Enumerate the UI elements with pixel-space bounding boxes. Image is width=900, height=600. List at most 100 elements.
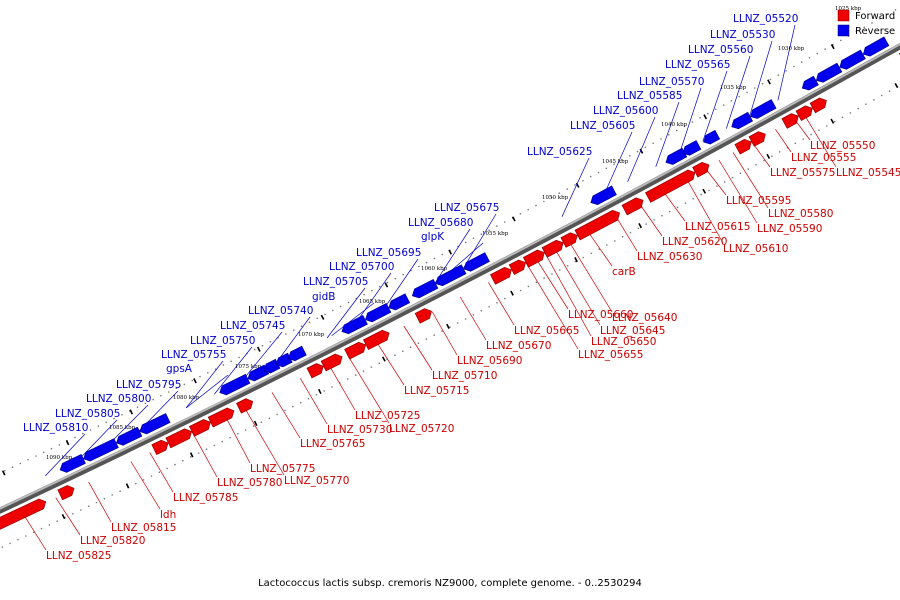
ring-dot [778, 151, 781, 153]
gene-label[interactable]: LLNZ_05780 [217, 477, 282, 489]
ring-dot [464, 318, 467, 320]
ring-dot [480, 233, 483, 235]
gene-label[interactable]: LLNZ_05660 [568, 309, 633, 321]
gene-label[interactable]: LLNZ_05730 [327, 424, 392, 436]
ring-dot [826, 125, 828, 127]
gene-label[interactable]: LLNZ_05625 [527, 146, 592, 158]
gene-label[interactable]: LLNZ_05570 [639, 76, 704, 88]
ring-dot [543, 277, 545, 279]
leader-line [459, 296, 487, 341]
reverse-gene [590, 185, 617, 206]
gene-label[interactable]: LLNZ_05775 [250, 463, 315, 475]
gene-label[interactable]: LLNZ_05800 [86, 393, 151, 405]
gene-label[interactable]: LLNZ_05700 [329, 261, 394, 273]
leader-line [431, 311, 458, 356]
gene-label[interactable]: LLNZ_05680 [408, 217, 473, 229]
gene-label[interactable]: LLNZ_05550 [810, 140, 875, 152]
gene-label[interactable]: LLNZ_05595 [726, 195, 791, 207]
gene-label[interactable]: LLNZ_05520 [733, 13, 798, 25]
ring-dot [269, 341, 272, 343]
ring-dot [566, 188, 569, 190]
gene-label[interactable]: LLNZ_05795 [116, 379, 181, 391]
leader-line [463, 213, 497, 269]
gene-label[interactable]: LLNZ_05615 [685, 221, 750, 233]
gene-label[interactable]: LLNZ_05645 [600, 325, 665, 337]
gene-label[interactable]: LLNZ_05605 [570, 120, 635, 132]
gene-label[interactable]: LLNZ_05670 [486, 340, 551, 352]
gene-label[interactable]: LLNZ_05545 [836, 167, 900, 179]
gene-label[interactable]: LLNZ_05530 [710, 29, 775, 41]
gene-label[interactable]: LLNZ_05805 [55, 408, 120, 420]
ring-dot [441, 330, 443, 332]
gene-label[interactable]: LLNZ_05715 [404, 385, 469, 397]
reverse-gene [703, 129, 721, 145]
gene-label[interactable]: LLNZ_05565 [665, 59, 730, 71]
gene-label[interactable]: LLNZ_05655 [578, 349, 643, 361]
ring-dot [417, 342, 420, 345]
gene-label[interactable]: LLNZ_05580 [768, 208, 833, 220]
gene-label[interactable]: LLNZ_05620 [662, 236, 727, 248]
gene-label[interactable]: glpK [421, 231, 445, 243]
ring-dot [418, 265, 420, 268]
gene-label[interactable]: LLNZ_05765 [300, 438, 365, 450]
gene-label[interactable]: ldh [160, 509, 176, 521]
ring-dot [582, 256, 585, 259]
ring-dot [441, 253, 444, 256]
ring-dot [675, 129, 678, 132]
tick-mark [384, 282, 389, 288]
ring-dot [58, 444, 61, 446]
gene-label[interactable]: LLNZ_05585 [617, 90, 682, 102]
gene-label[interactable]: LLNZ_05600 [593, 105, 658, 117]
gene-label[interactable]: LLNZ_05770 [284, 475, 349, 487]
ring-dot [394, 277, 397, 280]
gene-label[interactable]: gpsA [166, 363, 193, 375]
gene-label[interactable]: LLNZ_05815 [111, 522, 176, 534]
gene-label[interactable]: LLNZ_05675 [434, 202, 499, 214]
gene-label[interactable]: LLNZ_05825 [46, 550, 111, 562]
ring-dot [504, 297, 506, 300]
ring-dot [150, 475, 153, 477]
gene-label[interactable]: LLNZ_05705 [303, 276, 368, 288]
gene-label[interactable]: LLNZ_05710 [432, 370, 497, 382]
gene-label[interactable]: LLNZ_05695 [356, 247, 421, 259]
gene-label[interactable]: LLNZ_05785 [173, 492, 238, 504]
forward-gene [560, 232, 578, 248]
leader-line [149, 452, 174, 493]
ring-dot [87, 505, 90, 508]
gene-label[interactable]: LLNZ_05725 [355, 410, 420, 422]
gene-label[interactable]: LLNZ_05720 [389, 423, 454, 435]
gene-label[interactable]: LLNZ_05610 [723, 243, 788, 255]
ring-dot [880, 94, 883, 97]
gene-label[interactable]: LLNZ_05750 [190, 335, 255, 347]
leader-line [347, 354, 390, 424]
ring-dot [574, 260, 577, 263]
gene-label[interactable]: LLNZ_05740 [248, 305, 313, 317]
gene-label[interactable]: LLNZ_05820 [80, 535, 145, 547]
gene-label[interactable]: LLNZ_05630 [637, 251, 702, 263]
gene-label[interactable]: LLNZ_05560 [688, 44, 753, 56]
reverse-gene [287, 345, 307, 362]
gene-label[interactable]: LLNZ_05640 [612, 312, 677, 324]
tick-label: 1075 kbp [235, 364, 262, 370]
gene-label[interactable]: LLNZ_05665 [514, 325, 579, 337]
ring-dot [810, 133, 812, 136]
gene-label[interactable]: LLNZ_05755 [161, 349, 226, 361]
ring-dot [606, 244, 608, 246]
gene-label[interactable]: LLNZ_05650 [591, 336, 656, 348]
ring-dot [144, 402, 147, 405]
gene-label[interactable]: carB [612, 266, 636, 278]
ring-dot [769, 78, 772, 81]
forward-gene [522, 249, 545, 268]
gene-label[interactable]: LLNZ_05555 [791, 152, 856, 164]
gene-label[interactable]: gidB [312, 291, 335, 303]
gene-label[interactable]: LLNZ_05690 [457, 355, 522, 367]
gene-label[interactable]: LLNZ_05575 [770, 167, 835, 179]
gene-label[interactable]: LLNZ_05745 [220, 320, 285, 332]
gene-label[interactable]: LLNZ_05810 [23, 422, 88, 434]
ring-dot [331, 386, 333, 388]
ring-dot [699, 117, 701, 119]
gene-label[interactable]: LLNZ_05590 [757, 223, 822, 235]
ring-dot [347, 301, 350, 304]
leader-line [214, 346, 253, 395]
leader-line [22, 513, 47, 551]
